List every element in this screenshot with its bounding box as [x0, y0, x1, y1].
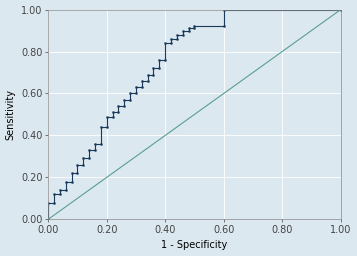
- Y-axis label: Sensitivity: Sensitivity: [6, 89, 16, 140]
- X-axis label: 1 - Specificity: 1 - Specificity: [161, 240, 227, 250]
